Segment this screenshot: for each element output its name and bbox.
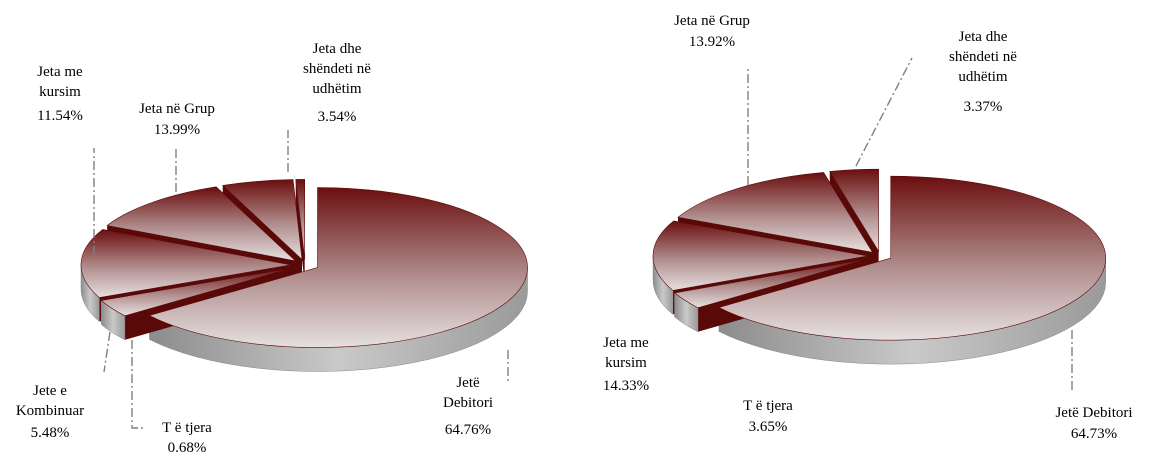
slice-value: 13.92% (689, 34, 735, 50)
pie-slice (100, 267, 294, 317)
slice-value: 5.48% (31, 425, 70, 441)
slice-value: 13.99% (154, 122, 200, 138)
pie-slice (222, 179, 303, 261)
slice-value: 64.73% (1071, 426, 1117, 442)
slice-label: Jetë Debitori (1055, 405, 1132, 421)
pie-slice-cut (674, 258, 870, 317)
pie-slice (673, 258, 870, 309)
pie-chart-2 (652, 168, 1107, 365)
slice-label: Jetë Debitori (443, 375, 493, 411)
leader-line (103, 331, 111, 373)
pie-slice (148, 187, 528, 348)
slice-value: 11.54% (37, 108, 83, 124)
slice-label: Jeta dhe shëndeti në udhëtim (949, 29, 1017, 85)
pie-slice (677, 172, 874, 253)
pie-1-labels: Jetë Debitori 64.76% Jeta dhe shëndeti në u… (16, 41, 509, 455)
pie-slice (718, 175, 1107, 341)
slice-value: 14.33% (603, 378, 649, 394)
slice-value: 64.76% (445, 422, 491, 438)
pie-slice (829, 168, 879, 253)
slice-value: 0.68% (168, 440, 207, 455)
pie-slice (106, 186, 297, 262)
slice-label: T ë tjera (162, 420, 212, 436)
slice-label: Jeta me kursim (603, 335, 649, 371)
leader-line (855, 57, 913, 167)
slice-value: 3.37% (964, 99, 1003, 115)
leader-line (131, 340, 146, 429)
slice-label: Jeta me kursim (37, 64, 83, 100)
slice-label: Jeta në Grup (674, 13, 750, 29)
pie-slice (652, 220, 869, 291)
slice-label: T ë tjera (743, 398, 793, 414)
slice-label: Jete e Kombinuar (16, 383, 84, 419)
slice-value: 3.54% (318, 109, 357, 125)
slice-label: Jeta dhe shëndeti në udhëtim (303, 41, 371, 97)
pie-slice (80, 229, 292, 298)
pie-slice (295, 179, 306, 260)
slice-value: 3.65% (749, 419, 788, 435)
pie-2-labels: Jetë Debitori 64.73% Jeta dhe shëndeti në… (603, 13, 1133, 442)
pie-chart-1 (80, 179, 528, 372)
slice-label: Jeta në Grup (139, 101, 215, 117)
pie-slice-cut (295, 179, 305, 284)
pie-slice-cut (101, 267, 293, 325)
